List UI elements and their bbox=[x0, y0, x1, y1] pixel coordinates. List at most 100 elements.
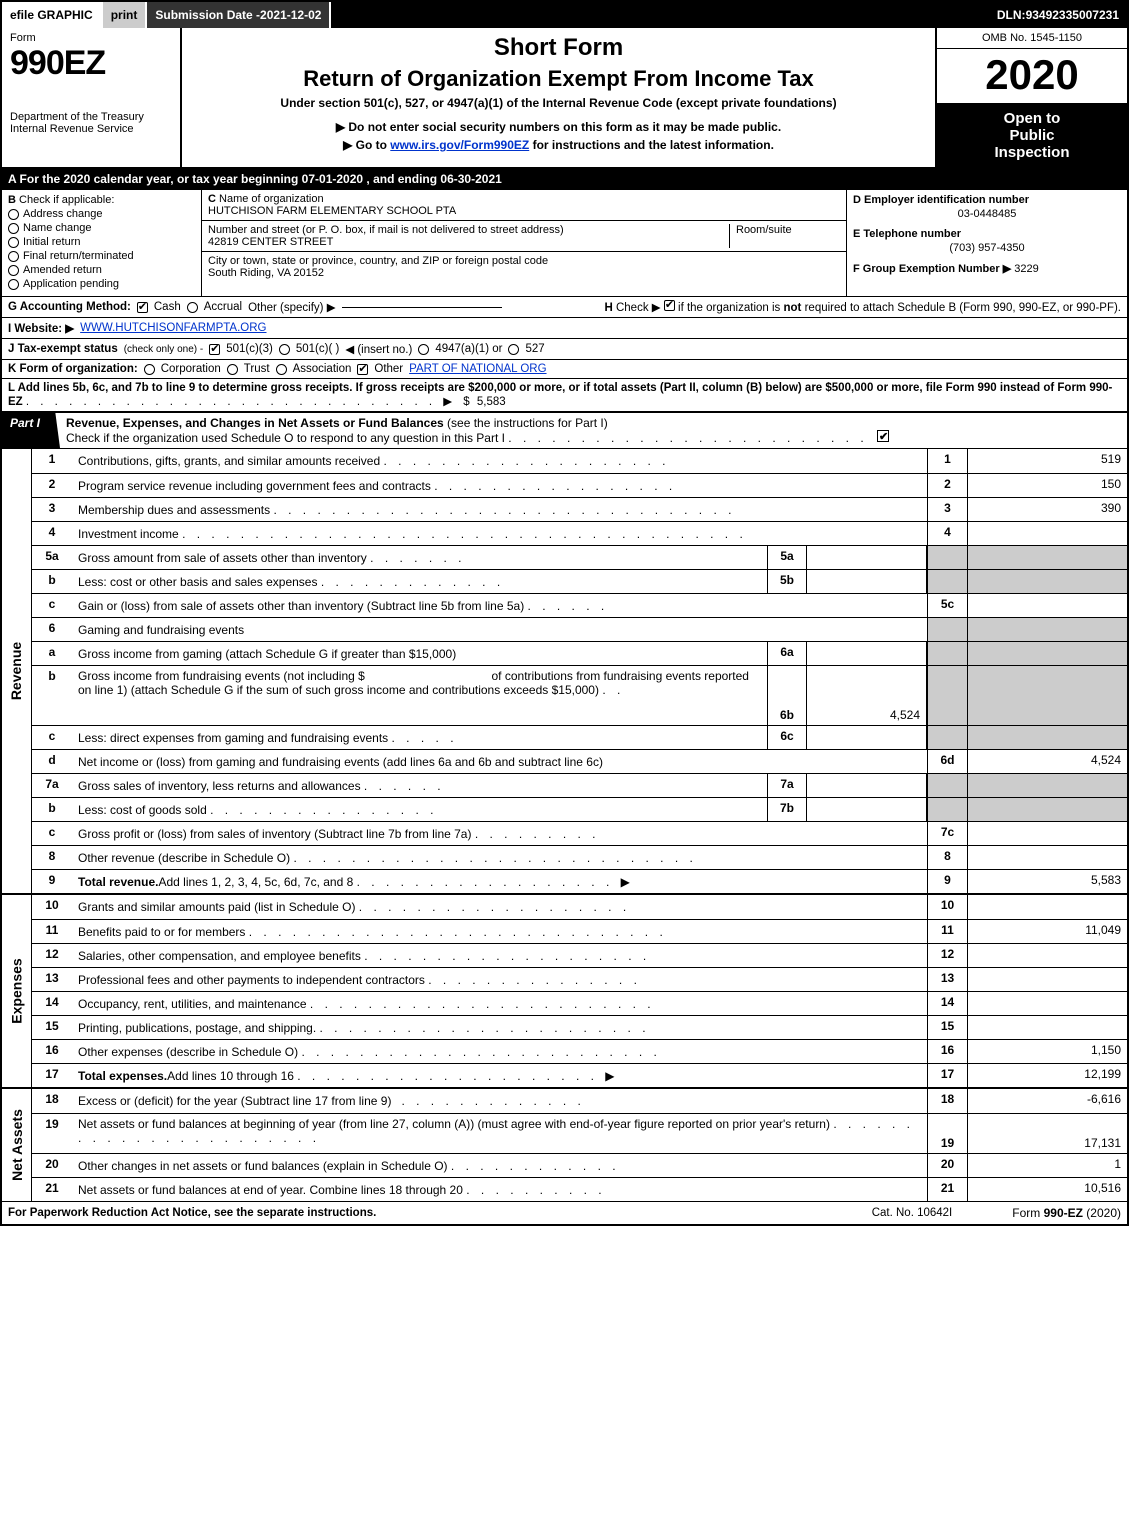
chk-corporation[interactable] bbox=[144, 364, 155, 375]
line-14-value bbox=[967, 992, 1127, 1015]
line-8: 8Other revenue (describe in Schedule O) … bbox=[32, 845, 1127, 869]
line-15: 15Printing, publications, postage, and s… bbox=[32, 1015, 1127, 1039]
line-11: 11Benefits paid to or for members . . . … bbox=[32, 919, 1127, 943]
other-org-value[interactable]: PART OF NATIONAL ORG bbox=[409, 363, 546, 375]
return-title: Return of Organization Exempt From Incom… bbox=[190, 66, 927, 92]
cat-no: Cat. No. 10642I bbox=[872, 1207, 953, 1219]
line-15-value bbox=[967, 1016, 1127, 1039]
city-row: City or town, state or province, country… bbox=[202, 252, 846, 282]
line-16-value: 1,150 bbox=[967, 1040, 1127, 1063]
chk-initial-return[interactable]: Initial return bbox=[8, 236, 195, 248]
expenses-vlabel: Expenses bbox=[2, 895, 32, 1087]
line-16: 16Other expenses (describe in Schedule O… bbox=[32, 1039, 1127, 1063]
line-3: 3Membership dues and assessments . . . .… bbox=[32, 497, 1127, 521]
efile-graphic-label: efile GRAPHIC bbox=[2, 2, 103, 28]
chk-schedule-o-used[interactable] bbox=[877, 430, 889, 442]
chk-name-change[interactable]: Name change bbox=[8, 222, 195, 234]
website-link[interactable]: WWW.HUTCHISONFARMPTA.ORG bbox=[80, 322, 266, 334]
k-label: K Form of organization: bbox=[8, 363, 138, 375]
line-6d: dNet income or (loss) from gaming and fu… bbox=[32, 749, 1127, 773]
line-4-value bbox=[967, 522, 1127, 545]
part-1-tab: Part I bbox=[2, 413, 60, 448]
city-state-zip: South Riding, VA 20152 bbox=[208, 267, 324, 279]
expenses-section: Expenses 10Grants and similar amounts pa… bbox=[2, 895, 1127, 1089]
line-7b: bLess: cost of goods sold . . . . . . . … bbox=[32, 797, 1127, 821]
ein: 03-0448485 bbox=[853, 208, 1121, 220]
row-g-h: G Accounting Method: Cash Accrual Other … bbox=[2, 297, 1127, 318]
print-button[interactable]: print bbox=[103, 2, 148, 28]
line-20: 20Other changes in net assets or fund ba… bbox=[32, 1153, 1127, 1177]
chk-527[interactable] bbox=[508, 344, 519, 355]
radio-icon bbox=[8, 223, 19, 234]
under-section: Under section 501(c), 527, or 4947(a)(1)… bbox=[190, 96, 927, 110]
ssn-warning: ▶ Do not enter social security numbers o… bbox=[190, 120, 927, 134]
short-form-title: Short Form bbox=[190, 34, 927, 62]
chk-501c[interactable] bbox=[279, 344, 290, 355]
room-suite-label: Room/suite bbox=[730, 224, 840, 248]
line-18: 18Excess or (deficit) for the year (Subt… bbox=[32, 1089, 1127, 1113]
cash-label: Cash bbox=[154, 301, 181, 313]
line-5b-value bbox=[807, 570, 927, 593]
part-1-title: Revenue, Expenses, and Changes in Net As… bbox=[60, 413, 1127, 448]
block-c: C Name of organization HUTCHISON FARM EL… bbox=[202, 190, 847, 296]
line-13-value bbox=[967, 968, 1127, 991]
line-6a-value bbox=[807, 642, 927, 665]
line-6a: aGross income from gaming (attach Schedu… bbox=[32, 641, 1127, 665]
b-text: Check if applicable: bbox=[16, 194, 114, 206]
line-a-end: 06-30-2021 bbox=[440, 172, 501, 186]
chk-address-change[interactable]: Address change bbox=[8, 208, 195, 220]
chk-sched-b-not-required[interactable] bbox=[664, 300, 675, 311]
l-dots: . . . . . . . . . . . . . . . . . . . . … bbox=[26, 396, 474, 408]
other-specify-input[interactable] bbox=[342, 307, 502, 308]
submission-date-label: Submission Date - bbox=[155, 8, 260, 22]
f-row: F Group Exemption Number ▶ 3229 bbox=[853, 262, 1121, 275]
pra-notice: For Paperwork Reduction Act Notice, see … bbox=[8, 1207, 376, 1219]
chk-cash[interactable] bbox=[137, 302, 148, 313]
chk-amended-return[interactable]: Amended return bbox=[8, 264, 195, 276]
gross-receipts-amount: 5,583 bbox=[477, 396, 506, 408]
g-label: G Accounting Method: bbox=[8, 301, 131, 313]
line-17-value: 12,199 bbox=[967, 1064, 1127, 1087]
radio-icon bbox=[8, 237, 19, 248]
e-label: E Telephone number bbox=[853, 228, 1121, 240]
chk-association[interactable] bbox=[276, 364, 287, 375]
line-18-value: -6,616 bbox=[967, 1089, 1127, 1113]
tax-year: 2020 bbox=[937, 49, 1127, 104]
omb-number: OMB No. 1545-1150 bbox=[937, 28, 1127, 49]
f-label: F Group Exemption Number ▶ bbox=[853, 263, 1011, 275]
chk-other-org[interactable] bbox=[357, 364, 368, 375]
open-line1: Open to bbox=[941, 110, 1123, 127]
line-12: 12Salaries, other compensation, and empl… bbox=[32, 943, 1127, 967]
submission-date: Submission Date - 2021-12-02 bbox=[147, 2, 331, 28]
goto-line: ▶ Go to www.irs.gov/Form990EZ for instru… bbox=[190, 138, 927, 152]
line-10-value bbox=[967, 895, 1127, 919]
radio-icon bbox=[8, 279, 19, 290]
org-name: HUTCHISON FARM ELEMENTARY SCHOOL PTA bbox=[208, 205, 456, 217]
line-2: 2Program service revenue including gover… bbox=[32, 473, 1127, 497]
form-header: Form 990EZ Department of the Treasury In… bbox=[2, 28, 1127, 169]
goto-link[interactable]: www.irs.gov/Form990EZ bbox=[390, 138, 529, 152]
line-6b-value: 4,524 bbox=[807, 666, 927, 725]
j-label: J Tax-exempt status bbox=[8, 343, 118, 355]
line-19-value: 17,131 bbox=[967, 1114, 1127, 1153]
line-9-value: 5,583 bbox=[967, 870, 1127, 893]
line-6c-value bbox=[807, 726, 927, 749]
telephone: (703) 957-4350 bbox=[853, 242, 1121, 254]
chk-trust[interactable] bbox=[227, 364, 238, 375]
line-a-pre: A For the 2020 calendar year, or tax yea… bbox=[8, 172, 302, 186]
chk-501c3[interactable] bbox=[209, 344, 220, 355]
line-7a-value bbox=[807, 774, 927, 797]
line-5c: cGain or (loss) from sale of assets othe… bbox=[32, 593, 1127, 617]
radio-icon bbox=[8, 251, 19, 262]
addr-row: Number and street (or P. O. box, if mail… bbox=[202, 221, 846, 252]
row-l: L Add lines 5b, 6c, and 7b to line 9 to … bbox=[2, 379, 1127, 412]
chk-application-pending[interactable]: Application pending bbox=[8, 278, 195, 290]
chk-final-return[interactable]: Final return/terminated bbox=[8, 250, 195, 262]
line-21: 21Net assets or fund balances at end of … bbox=[32, 1177, 1127, 1201]
chk-accrual[interactable] bbox=[187, 302, 198, 313]
line-7c-value bbox=[967, 822, 1127, 845]
chk-4947[interactable] bbox=[418, 344, 429, 355]
submission-date-value: 2021-12-02 bbox=[260, 8, 321, 22]
org-name-row: C Name of organization HUTCHISON FARM EL… bbox=[202, 190, 846, 221]
form-word: Form bbox=[10, 32, 172, 44]
